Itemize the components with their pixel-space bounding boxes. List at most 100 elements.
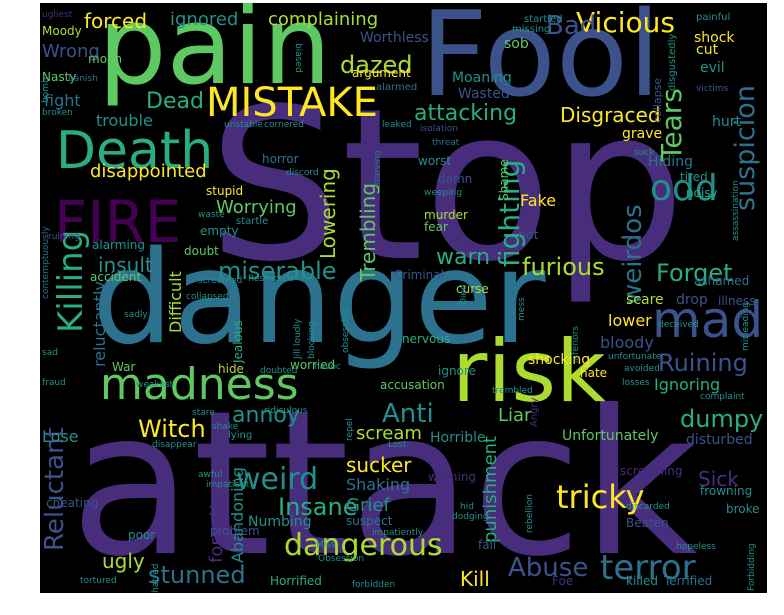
word-mad: mad: [652, 291, 764, 349]
word-trembled: trembled: [492, 386, 533, 396]
word-contemptuously: contemptuously: [41, 226, 51, 299]
word-mistake: MISTAKE: [206, 80, 378, 126]
word-ridiculous: ridiculous: [264, 406, 308, 416]
word-stop: Stop: [208, 63, 686, 308]
word-worthless: Worthless: [360, 30, 429, 46]
word-broke: broke: [726, 502, 760, 516]
word-banish: banish: [68, 74, 98, 84]
word-disturbed: disturbed: [686, 432, 753, 448]
word-obsessive: obsessive: [341, 308, 351, 353]
word-worried: worried: [290, 358, 336, 372]
word-annoy: annoy: [232, 403, 300, 428]
word-disgraced: Disgraced: [560, 103, 661, 127]
word-drop: drop: [676, 292, 708, 308]
word-havoc: havoc: [314, 362, 341, 372]
word-damn: damn: [438, 172, 473, 186]
word-poor: poor: [128, 528, 156, 542]
word-isolation: isolation: [420, 124, 458, 134]
word-warning: warning: [428, 470, 477, 484]
word-ignore: ignore: [438, 364, 476, 378]
word-riot: riot: [518, 228, 539, 242]
word-madness: madness: [100, 359, 299, 410]
word-dumpy: dumpy: [680, 405, 764, 433]
word-fire: FIRE: [54, 188, 182, 256]
word-death: Death: [56, 121, 214, 181]
word-hopeless: hopeless: [676, 542, 716, 552]
word-waste: waste: [198, 210, 225, 220]
word-ruining-small: ruining: [48, 232, 80, 242]
word-miserable: miserable: [218, 257, 337, 285]
word-fraud: fraud: [42, 378, 66, 388]
word-tricky: tricky: [556, 478, 645, 516]
word-insane: Insane: [278, 493, 358, 521]
word-dangerous: dangerous: [284, 528, 443, 563]
word-weirdos: weirdos: [618, 204, 648, 305]
word-furious: furious: [522, 253, 605, 281]
word-attack: attack: [70, 368, 698, 593]
word-broken: broken: [42, 108, 73, 118]
word-dazed: dazed: [340, 51, 413, 79]
word-fool: Fool: [420, 3, 661, 123]
word-restricted: Restricted: [248, 274, 294, 284]
word-weird: weird: [236, 462, 319, 497]
word-ugly: ugly: [102, 549, 145, 573]
word-anti: Anti: [382, 399, 434, 429]
word-deceived: deceived: [658, 320, 699, 330]
word-collapsed: collapsed: [186, 292, 229, 302]
word-unfortunate: unfortunate: [608, 352, 662, 362]
word-sucker: sucker: [346, 453, 412, 477]
word-repel: repel: [345, 418, 355, 441]
word-biased: biased: [293, 43, 303, 73]
word-fail: fail: [478, 538, 497, 552]
word-sob: sob: [504, 36, 529, 52]
word-moan: moan: [88, 52, 122, 66]
word-screaming: screaming: [620, 464, 683, 478]
word-reluctantly: reluctantly: [90, 281, 109, 367]
word-hiding: Hiding: [648, 154, 693, 170]
word-impatiently: impatiently: [372, 528, 424, 538]
word-disappointed: disappointed: [90, 161, 207, 182]
word-pain: pain: [98, 3, 332, 109]
word-doubted: doubted: [260, 366, 298, 376]
word-startle: startle: [236, 216, 269, 227]
word-criminal: Criminal: [394, 268, 444, 282]
word-attacking: attacking: [414, 101, 518, 126]
word-terrified: Terrified: [664, 574, 713, 588]
word-accident: accident: [90, 270, 142, 284]
word-hate: hate: [580, 366, 608, 380]
word-grave: grave: [622, 126, 663, 142]
word-bomb: bomb: [41, 77, 51, 103]
word-alarmed: alarmed: [376, 82, 418, 93]
word-lower: lower: [608, 311, 652, 330]
word-complaint: complaint: [700, 392, 745, 402]
word-scream: scream: [356, 423, 422, 444]
word-forced: forced: [84, 9, 148, 33]
word-shame: Shame: [497, 159, 511, 201]
word-hurt: hurt: [712, 114, 741, 130]
word-horrible: Horrible: [430, 430, 486, 446]
word-insult: insult: [98, 253, 153, 277]
word-hatred: hatred: [151, 563, 161, 593]
word-lying: lying: [228, 430, 253, 441]
word-impatient: impatient: [206, 480, 250, 490]
word-bloody: bloody: [600, 333, 654, 352]
word-collapse: collapse: [651, 77, 664, 123]
word-mess: mess: [517, 297, 527, 321]
word-liar: Liar: [498, 405, 532, 426]
word-ashamed: ashamed: [694, 274, 750, 288]
word-complaining: complaining: [268, 9, 379, 30]
word-shocking: shocking: [528, 352, 591, 368]
word-danger: danger: [92, 224, 546, 373]
word-doubt: doubt: [184, 244, 219, 258]
word-punishment: punishment: [480, 435, 501, 543]
word-nervous: nervous: [402, 332, 451, 346]
word-lost: Lost: [388, 440, 407, 450]
word-victims: victims: [696, 84, 729, 94]
word-jill-loudly: Jill loudly: [293, 318, 303, 359]
word-terror: terror: [600, 548, 696, 588]
word-argument: argument: [352, 66, 411, 80]
word-abuse: Abuse: [508, 553, 589, 583]
word-stunned: stunned: [148, 561, 246, 589]
word-problem: problem: [210, 524, 260, 538]
word-losses: losses: [622, 378, 650, 388]
